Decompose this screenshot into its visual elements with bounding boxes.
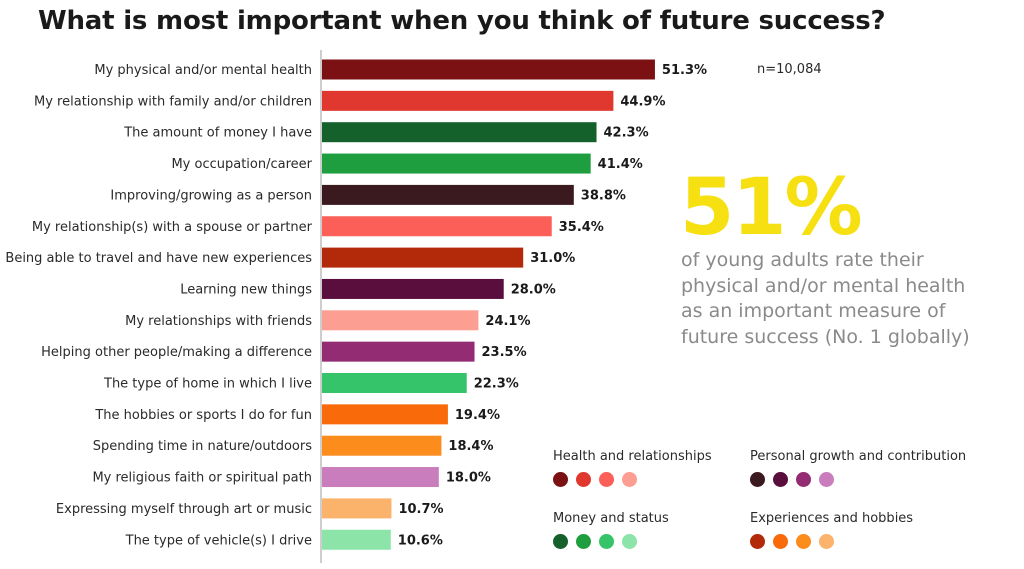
legend-swatch	[750, 534, 765, 549]
legend-swatch	[773, 472, 788, 487]
category-label: The hobbies or sports I do for fun	[94, 408, 312, 423]
category-label: The type of vehicle(s) I drive	[125, 533, 312, 548]
legend-title: Health and relationships	[553, 449, 712, 464]
category-label: My occupation/career	[171, 157, 312, 172]
legend-title: Personal growth and contribution	[750, 449, 967, 464]
bar	[322, 153, 591, 174]
legend-swatches	[553, 534, 669, 549]
value-label: 10.6%	[398, 533, 443, 548]
value-label: 18.0%	[446, 471, 491, 486]
bar	[322, 404, 448, 425]
category-label: My relationships with friends	[125, 314, 312, 329]
bar	[322, 341, 475, 362]
legend-swatch	[750, 472, 765, 487]
legend-title: Money and status	[553, 511, 669, 526]
legend-swatch	[599, 534, 614, 549]
category-label: Expressing myself through art or music	[56, 502, 312, 517]
bar	[322, 278, 504, 299]
bar	[322, 122, 597, 143]
value-label: 10.7%	[398, 502, 443, 517]
bar	[322, 59, 655, 80]
chart-title: What is most important when you think of…	[38, 6, 886, 36]
value-label: 51.3%	[662, 63, 707, 78]
value-label: 31.0%	[530, 251, 575, 266]
legend-swatch	[553, 534, 568, 549]
category-label: My relationship with family and/or child…	[34, 94, 312, 109]
category-label: Being able to travel and have new experi…	[5, 251, 312, 266]
bar	[322, 310, 479, 331]
legend-money-status: Money and status	[553, 511, 669, 549]
category-label: The amount of money I have	[123, 126, 312, 141]
legend-swatch	[576, 472, 591, 487]
highlight-stat: 51%	[680, 163, 863, 253]
value-label: 44.9%	[620, 94, 665, 109]
bar	[322, 184, 574, 205]
highlight-text: of young adults rate their physical and/…	[681, 249, 970, 348]
bar	[322, 529, 391, 550]
legend-swatch	[622, 534, 637, 549]
legend-swatch	[622, 472, 637, 487]
legend-swatch	[773, 534, 788, 549]
bar	[322, 498, 392, 519]
value-label: 28.0%	[511, 282, 556, 297]
value-label: 41.4%	[598, 157, 643, 172]
legend-experiences-hobbies: Experiences and hobbies	[750, 511, 913, 549]
bar	[322, 216, 552, 237]
legend-swatch	[599, 472, 614, 487]
legend-swatches	[750, 472, 966, 487]
category-label: My religious faith or spiritual path	[92, 471, 312, 486]
bar	[322, 435, 442, 456]
category-label: The type of home in which I live	[103, 377, 312, 392]
legend-swatches	[750, 534, 913, 549]
value-label: 24.1%	[485, 314, 530, 329]
legend-swatches	[553, 472, 712, 487]
category-label: Learning new things	[180, 282, 312, 297]
value-label: 42.3%	[604, 126, 649, 141]
legend-swatch	[819, 472, 834, 487]
category-label: My physical and/or mental health	[94, 63, 312, 78]
category-label: Helping other people/making a difference	[41, 345, 312, 360]
legend-title: Experiences and hobbies	[750, 511, 914, 526]
legend-personal-growth: Personal growth and contribution	[750, 449, 966, 487]
bar	[322, 467, 439, 488]
category-label: Improving/growing as a person	[110, 188, 312, 203]
value-label: 35.4%	[559, 220, 604, 235]
bar	[322, 373, 467, 393]
bar	[322, 247, 524, 268]
legend-swatch	[553, 472, 568, 487]
category-label: Spending time in nature/outdoors	[93, 439, 312, 454]
value-label: 23.5%	[482, 345, 527, 360]
legend-health-relationships: Health and relationships	[553, 449, 712, 487]
sample-size-note: n=10,084	[757, 62, 822, 77]
value-label: 38.8%	[581, 188, 626, 203]
bar	[322, 90, 614, 111]
value-label: 19.4%	[455, 408, 500, 423]
legend-swatch	[796, 472, 811, 487]
legend-swatch	[819, 534, 834, 549]
legend-swatch	[576, 534, 591, 549]
value-label: 22.3%	[474, 377, 519, 392]
category-label: My relationship(s) with a spouse or part…	[32, 220, 313, 235]
legend-swatch	[796, 534, 811, 549]
value-label: 18.4%	[448, 439, 493, 454]
